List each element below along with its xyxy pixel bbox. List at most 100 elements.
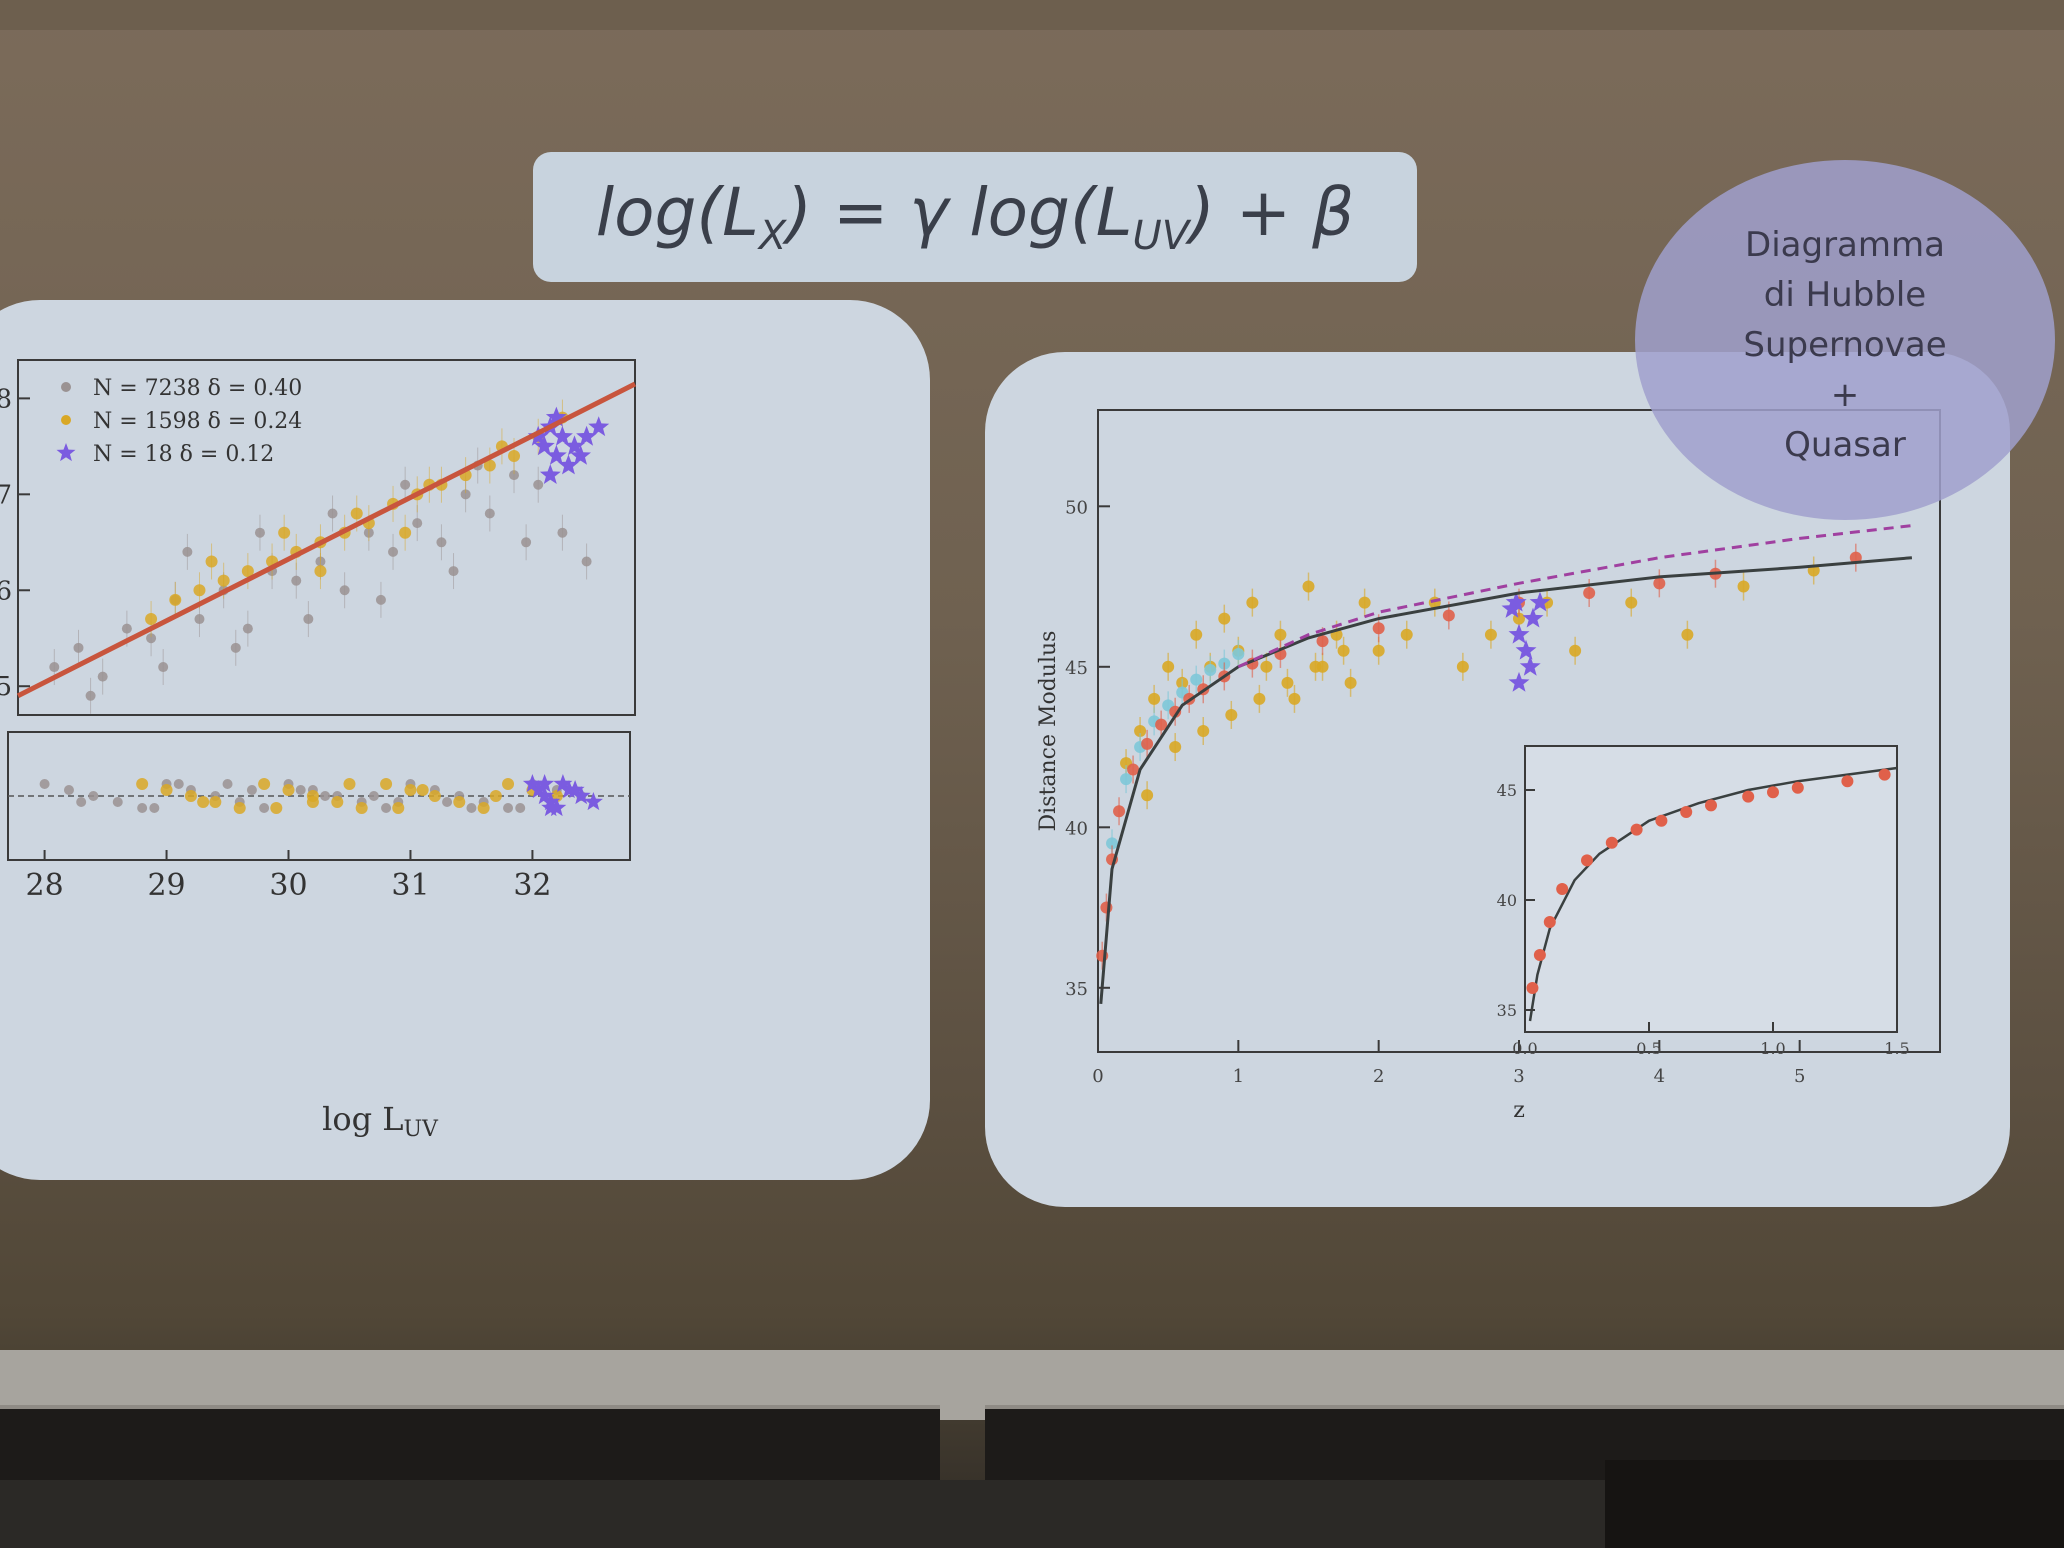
residual-point (112, 797, 123, 807)
residual-point (466, 803, 477, 813)
data-point (169, 593, 182, 606)
left-chart-panel: 25 26 27 28 N = 7238 δ = 0.40 N = 1598 δ = 0.… (0, 300, 930, 1180)
residual-point (197, 796, 210, 808)
residual-star-point (565, 780, 585, 799)
legend-label: N = 18 δ = 0.12 (93, 442, 274, 467)
residual-point (258, 778, 271, 790)
residual-point (136, 778, 149, 790)
inset-model-curve (1528, 766, 1898, 1022)
data-point (1484, 628, 1497, 641)
formula-lhs-sub: X (758, 213, 787, 260)
residual-point (270, 802, 283, 814)
data-point (1337, 644, 1350, 657)
star-point (588, 416, 610, 437)
residual-star-point (522, 774, 542, 793)
label-bubble (1635, 160, 2055, 520)
data-point (182, 546, 193, 557)
residual-point (246, 785, 257, 795)
data-point (339, 585, 350, 596)
residual-point (173, 779, 184, 789)
y-tick-label: 28 (0, 384, 12, 414)
data-point (483, 459, 496, 472)
data-point (484, 508, 495, 519)
label-bubble-text: Diagramma di Hubble Supernovae + Quasar (1635, 220, 2055, 470)
data-point (146, 633, 157, 644)
y-axis-label: Distance Modulus (1036, 631, 1061, 832)
data-point (533, 479, 544, 490)
inset-data-point (1742, 790, 1755, 803)
inset-x-tick-label: 1.0 (1760, 1039, 1785, 1058)
residual-point (63, 785, 74, 795)
data-point (1232, 647, 1245, 660)
data-point (193, 584, 206, 597)
x-tick-label: 3 (1513, 1066, 1524, 1087)
inset-data-point (1543, 916, 1556, 928)
data-point (1127, 763, 1140, 776)
residual-point (306, 796, 319, 808)
model-curve-dashed (1237, 524, 1913, 669)
x-tick-label: 28 (25, 868, 63, 903)
data-point (1162, 660, 1175, 673)
data-point (581, 556, 592, 567)
data-point (1849, 551, 1862, 564)
data-point (230, 642, 241, 653)
star-point (1508, 623, 1530, 644)
inset-y-tick-label: 40 (1497, 891, 1517, 910)
residual-star-point (535, 786, 555, 805)
star-point (533, 435, 555, 456)
data-point (1358, 596, 1371, 609)
whiteboard-tray-left (0, 1405, 940, 1484)
data-point (388, 546, 399, 557)
data-point (375, 594, 386, 605)
data-point (217, 574, 230, 587)
data-point (399, 526, 412, 539)
data-point (314, 565, 327, 578)
bubble-line-2: di Hubble (1763, 275, 1927, 315)
residual-point (392, 802, 405, 814)
data-point (400, 479, 411, 490)
data-point (49, 662, 60, 673)
data-point (1372, 622, 1385, 635)
x-axis-label-sub: UV (403, 1117, 439, 1142)
star-point (527, 425, 549, 446)
data-point (73, 642, 84, 653)
residual-star-point (535, 774, 555, 793)
data-point (1113, 805, 1126, 818)
data-point (1246, 596, 1259, 609)
y-tick-label: 26 (0, 576, 12, 606)
data-point (412, 518, 423, 529)
data-point (557, 527, 568, 538)
right-chart-panel: 35 40 45 50 0 1 2 3 4 5 z Distance Modulus 35 40 45 0.0… (985, 352, 2010, 1207)
star-point (558, 454, 579, 475)
data-point (1309, 660, 1322, 673)
residual-point (380, 778, 393, 790)
x-tick-label: 30 (269, 868, 307, 903)
data-point (1625, 596, 1638, 609)
x-tick-label: 4 (1654, 1066, 1665, 1087)
formula-box: log(LX) = γ log(LUV) + β (533, 152, 1417, 282)
legend-label: N = 7238 δ = 0.40 (93, 376, 302, 401)
star-point (1515, 639, 1537, 660)
data-point (85, 690, 96, 701)
star-point (545, 406, 567, 427)
left-chart-svg: 25 26 27 28 N = 7238 δ = 0.40 N = 1598 δ = 0.… (0, 359, 637, 1142)
data-point (1456, 660, 1469, 673)
x-tick-label: 1 (1233, 1066, 1244, 1087)
star-point (545, 444, 567, 465)
residual-point (381, 803, 392, 813)
y-tick-label: 45 (1065, 658, 1088, 679)
inset-data-point (1556, 883, 1569, 895)
data-point (436, 537, 447, 548)
residual-point (209, 796, 222, 808)
star-point (564, 435, 585, 456)
wall-top (0, 0, 2064, 30)
inset-data-point (1581, 854, 1593, 867)
y-tick-label: 40 (1065, 818, 1088, 839)
legend-marker (61, 382, 71, 392)
x-axis-label: z (1513, 1098, 1525, 1123)
data-point (1372, 644, 1385, 657)
data-point (1204, 664, 1217, 677)
data-point (1218, 612, 1231, 625)
data-point (1155, 718, 1168, 731)
residual-point (88, 791, 99, 801)
